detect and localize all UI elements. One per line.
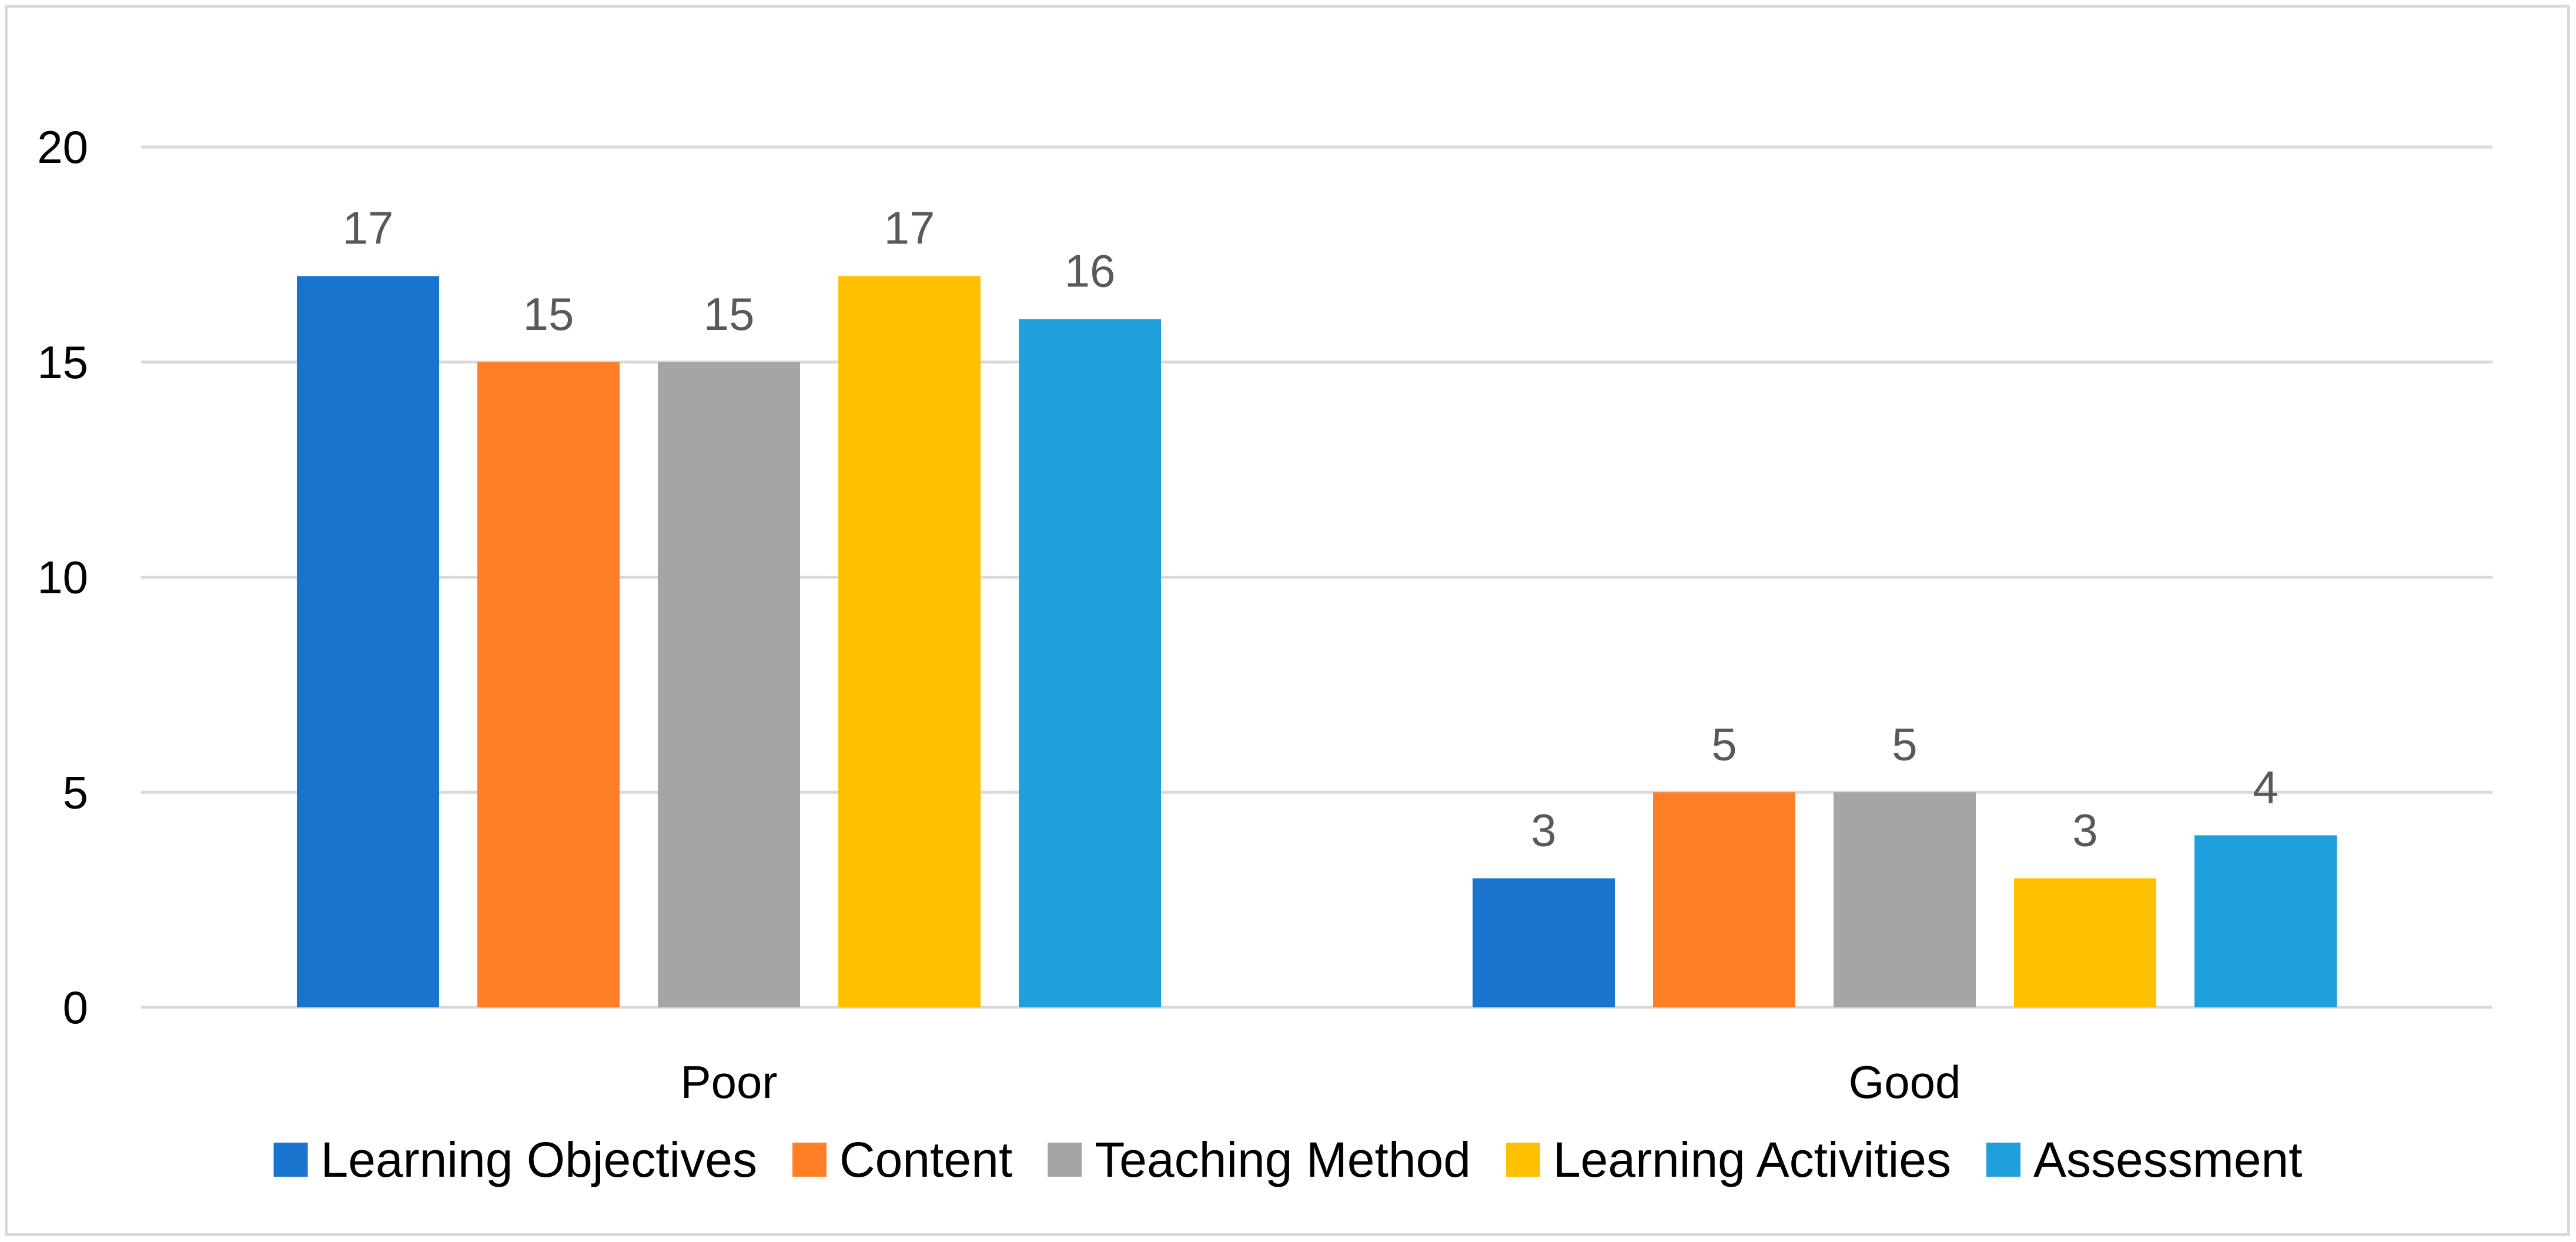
- legend-label: Content: [839, 1132, 1012, 1187]
- y-tick-label: 20: [37, 121, 88, 173]
- data-label: 3: [1531, 804, 1556, 856]
- data-label: 15: [704, 288, 755, 340]
- bar-poor-assessment: [1019, 319, 1161, 1007]
- bar-good-teaching-method: [1834, 792, 1976, 1007]
- legend-label: Learning Activities: [1553, 1132, 1951, 1187]
- legend-swatch: [1048, 1143, 1082, 1177]
- legend-swatch: [792, 1143, 827, 1177]
- y-tick-label: 15: [37, 336, 88, 388]
- bar-poor-learning-objectives: [297, 276, 439, 1008]
- y-tick-label: 10: [37, 552, 88, 603]
- x-category-label: Good: [1849, 1056, 1961, 1108]
- bar-poor-learning-activities: [838, 276, 981, 1008]
- data-label: 5: [1892, 718, 1917, 770]
- bars: [297, 276, 2337, 1008]
- data-label: 4: [2253, 761, 2278, 813]
- data-label: 3: [2072, 804, 2097, 856]
- bar-poor-content: [477, 362, 620, 1007]
- bar-good-learning-activities: [2014, 878, 2156, 1007]
- bar-good-assessment: [2194, 835, 2337, 1007]
- legend-label: Assessment: [2033, 1132, 2303, 1187]
- y-tick-label: 0: [63, 981, 88, 1033]
- legend-swatch: [1986, 1143, 2020, 1177]
- data-label: 16: [1065, 245, 1116, 297]
- x-axis-category-labels: Poor Good: [681, 1056, 1961, 1108]
- bar-good-content: [1653, 792, 1795, 1007]
- legend-label: Teaching Method: [1095, 1132, 1471, 1187]
- bar-poor-teaching-method: [658, 362, 800, 1007]
- data-label: 17: [884, 202, 935, 253]
- legend: Learning Objectives Content Teaching Metho…: [273, 1132, 2303, 1187]
- data-labels: 17 15 15 17 16 3 5 5 3 4: [343, 202, 2279, 856]
- data-label: 17: [343, 202, 394, 253]
- y-tick-label: 5: [63, 766, 88, 818]
- legend-label: Learning Objectives: [321, 1132, 757, 1187]
- data-label: 15: [523, 288, 574, 340]
- bar-good-learning-objectives: [1473, 878, 1615, 1007]
- data-label: 5: [1711, 718, 1737, 770]
- x-category-label: Poor: [681, 1056, 778, 1108]
- legend-swatch: [273, 1143, 308, 1177]
- y-axis-tick-labels: 0 5 10 15 20: [37, 121, 88, 1033]
- legend-swatch: [1506, 1143, 1540, 1177]
